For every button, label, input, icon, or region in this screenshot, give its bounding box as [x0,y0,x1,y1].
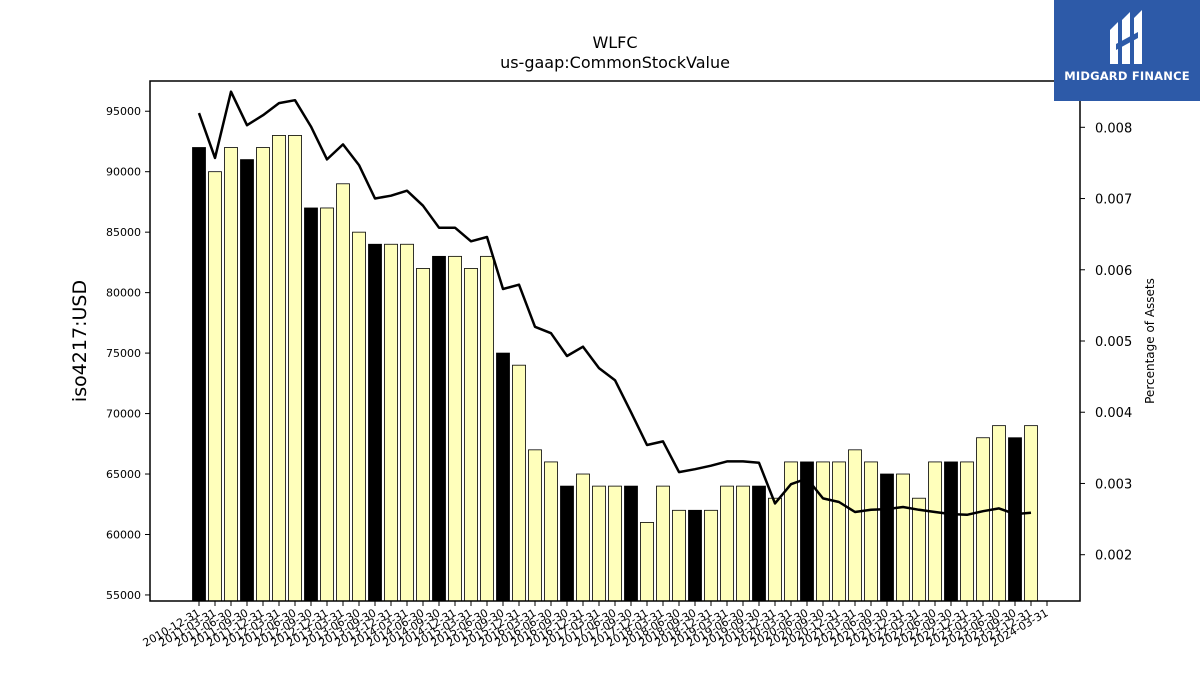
bar [208,171,222,602]
y-right-tick-label: 0.006 [1095,264,1132,279]
bar [912,497,926,602]
bar [976,437,990,602]
bar [192,147,206,602]
y-tick-label: 55000 [106,589,141,602]
bar [832,461,846,602]
bar [816,461,830,602]
right-y-axis: 0.002 0.003 0.004 0.005 0.006 0.007 0.008 [1080,121,1132,564]
bar [352,231,366,602]
y-tick-label: 75000 [106,347,141,360]
bar [240,159,254,602]
bar [224,147,238,602]
y-tick-label: 90000 [106,166,141,179]
bar [416,268,430,602]
bar [640,521,654,602]
y-axis-label-right: Percentage of Assets [1143,278,1157,404]
bar [576,473,590,602]
left-y-axis: 55000 60000 65000 70000 75000 80000 85000 90000… [106,105,150,602]
bar [752,485,766,602]
y-right-tick-label: 0.005 [1095,335,1132,350]
bar [560,485,574,602]
bar [960,461,974,602]
y-tick-label: 95000 [106,105,141,118]
bar [592,485,606,602]
bar [768,497,782,602]
bar [368,243,382,602]
y-right-tick-label: 0.002 [1095,549,1132,564]
bar [272,135,286,602]
y-tick-label: 70000 [106,408,141,421]
bar [608,485,622,602]
bar [336,183,350,602]
y-tick-label: 65000 [106,468,141,481]
bar [864,461,878,602]
plot-frame [149,80,1081,602]
bar [432,255,446,602]
bar [992,425,1006,602]
bar [544,461,558,602]
brand-name: MIDGARD FINANCE [1064,69,1190,83]
bar [880,473,894,602]
bar [320,207,334,602]
bar [944,461,958,602]
bar [848,449,862,602]
bar [896,473,910,602]
y-right-tick-label: 0.003 [1095,477,1132,492]
bar [384,243,398,602]
brand-mark-icon [1110,10,1142,64]
bar [720,485,734,602]
bar [528,449,542,602]
y-tick-label: 60000 [106,528,141,541]
bar [656,485,670,602]
bar [688,509,702,602]
bar-series [192,135,1038,602]
bar [1008,437,1022,602]
y-right-tick-label: 0.008 [1095,121,1132,136]
bar [464,268,478,602]
bar [256,147,270,602]
bar [928,461,942,602]
bar [480,255,494,602]
chart-subtitle: us-gaap:CommonStockValue [500,53,730,72]
bar [448,255,462,602]
x-axis: 2010-12-312011-03-312011-06-302011-09-30… [141,601,1051,650]
y-axis-label-left: iso4217:USD [69,280,91,402]
bar [736,485,750,602]
y-right-tick-label: 0.004 [1095,406,1132,421]
bar [288,135,302,602]
bar [512,364,526,602]
y-tick-label: 80000 [106,287,141,300]
y-right-tick-label: 0.007 [1095,193,1132,208]
bar [624,485,638,602]
bar [704,509,718,602]
bar [304,207,318,602]
bar [672,509,686,602]
percent-of-assets-line [197,90,1032,517]
y-tick-label: 85000 [106,226,141,239]
brand-logo: MIDGARD FINANCE [1054,0,1200,101]
bar [400,243,414,602]
chart-title: WLFC [592,33,637,52]
bar [496,352,510,602]
